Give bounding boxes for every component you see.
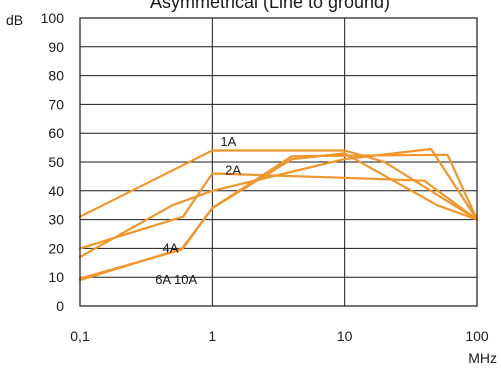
y-tick-label: 50 xyxy=(48,154,64,170)
y-tick-label: 30 xyxy=(48,212,64,228)
y-tick-label: 100 xyxy=(41,10,65,26)
series-line-5 xyxy=(78,152,479,280)
y-tick-label: 40 xyxy=(48,183,64,199)
y-tick-label: 60 xyxy=(48,125,64,141)
y-tick-label: 0 xyxy=(56,298,64,314)
series-line-3 xyxy=(78,147,479,259)
y-tick-label: 80 xyxy=(48,68,64,84)
series-label: 2A xyxy=(225,163,241,178)
series-line-2 xyxy=(78,172,479,250)
chart-title: Asymmetrical (Line to ground) xyxy=(150,0,390,12)
series-label: 1A xyxy=(220,134,236,149)
x-axis-unit-label: MHz xyxy=(468,350,497,366)
y-tick-label: 70 xyxy=(48,96,64,112)
series-labels: 1A 2A 4A 6A 10A xyxy=(155,134,241,287)
x-tick-label: 100 xyxy=(465,328,489,344)
x-tick-label: 1 xyxy=(208,328,216,344)
x-tick-label: 10 xyxy=(337,328,353,344)
series-group xyxy=(78,147,479,282)
series-line-1 xyxy=(78,149,479,221)
series-label: 4A xyxy=(162,240,178,255)
series-label: 6A 10A xyxy=(155,272,197,287)
y-tick-label: 20 xyxy=(48,240,64,256)
plot-frame xyxy=(79,17,478,307)
y-tick-label: 90 xyxy=(48,39,64,55)
y-tick-label: 10 xyxy=(48,269,64,285)
x-tick-label: 0,1 xyxy=(70,328,90,344)
y-axis-unit-label: dB xyxy=(6,12,23,28)
